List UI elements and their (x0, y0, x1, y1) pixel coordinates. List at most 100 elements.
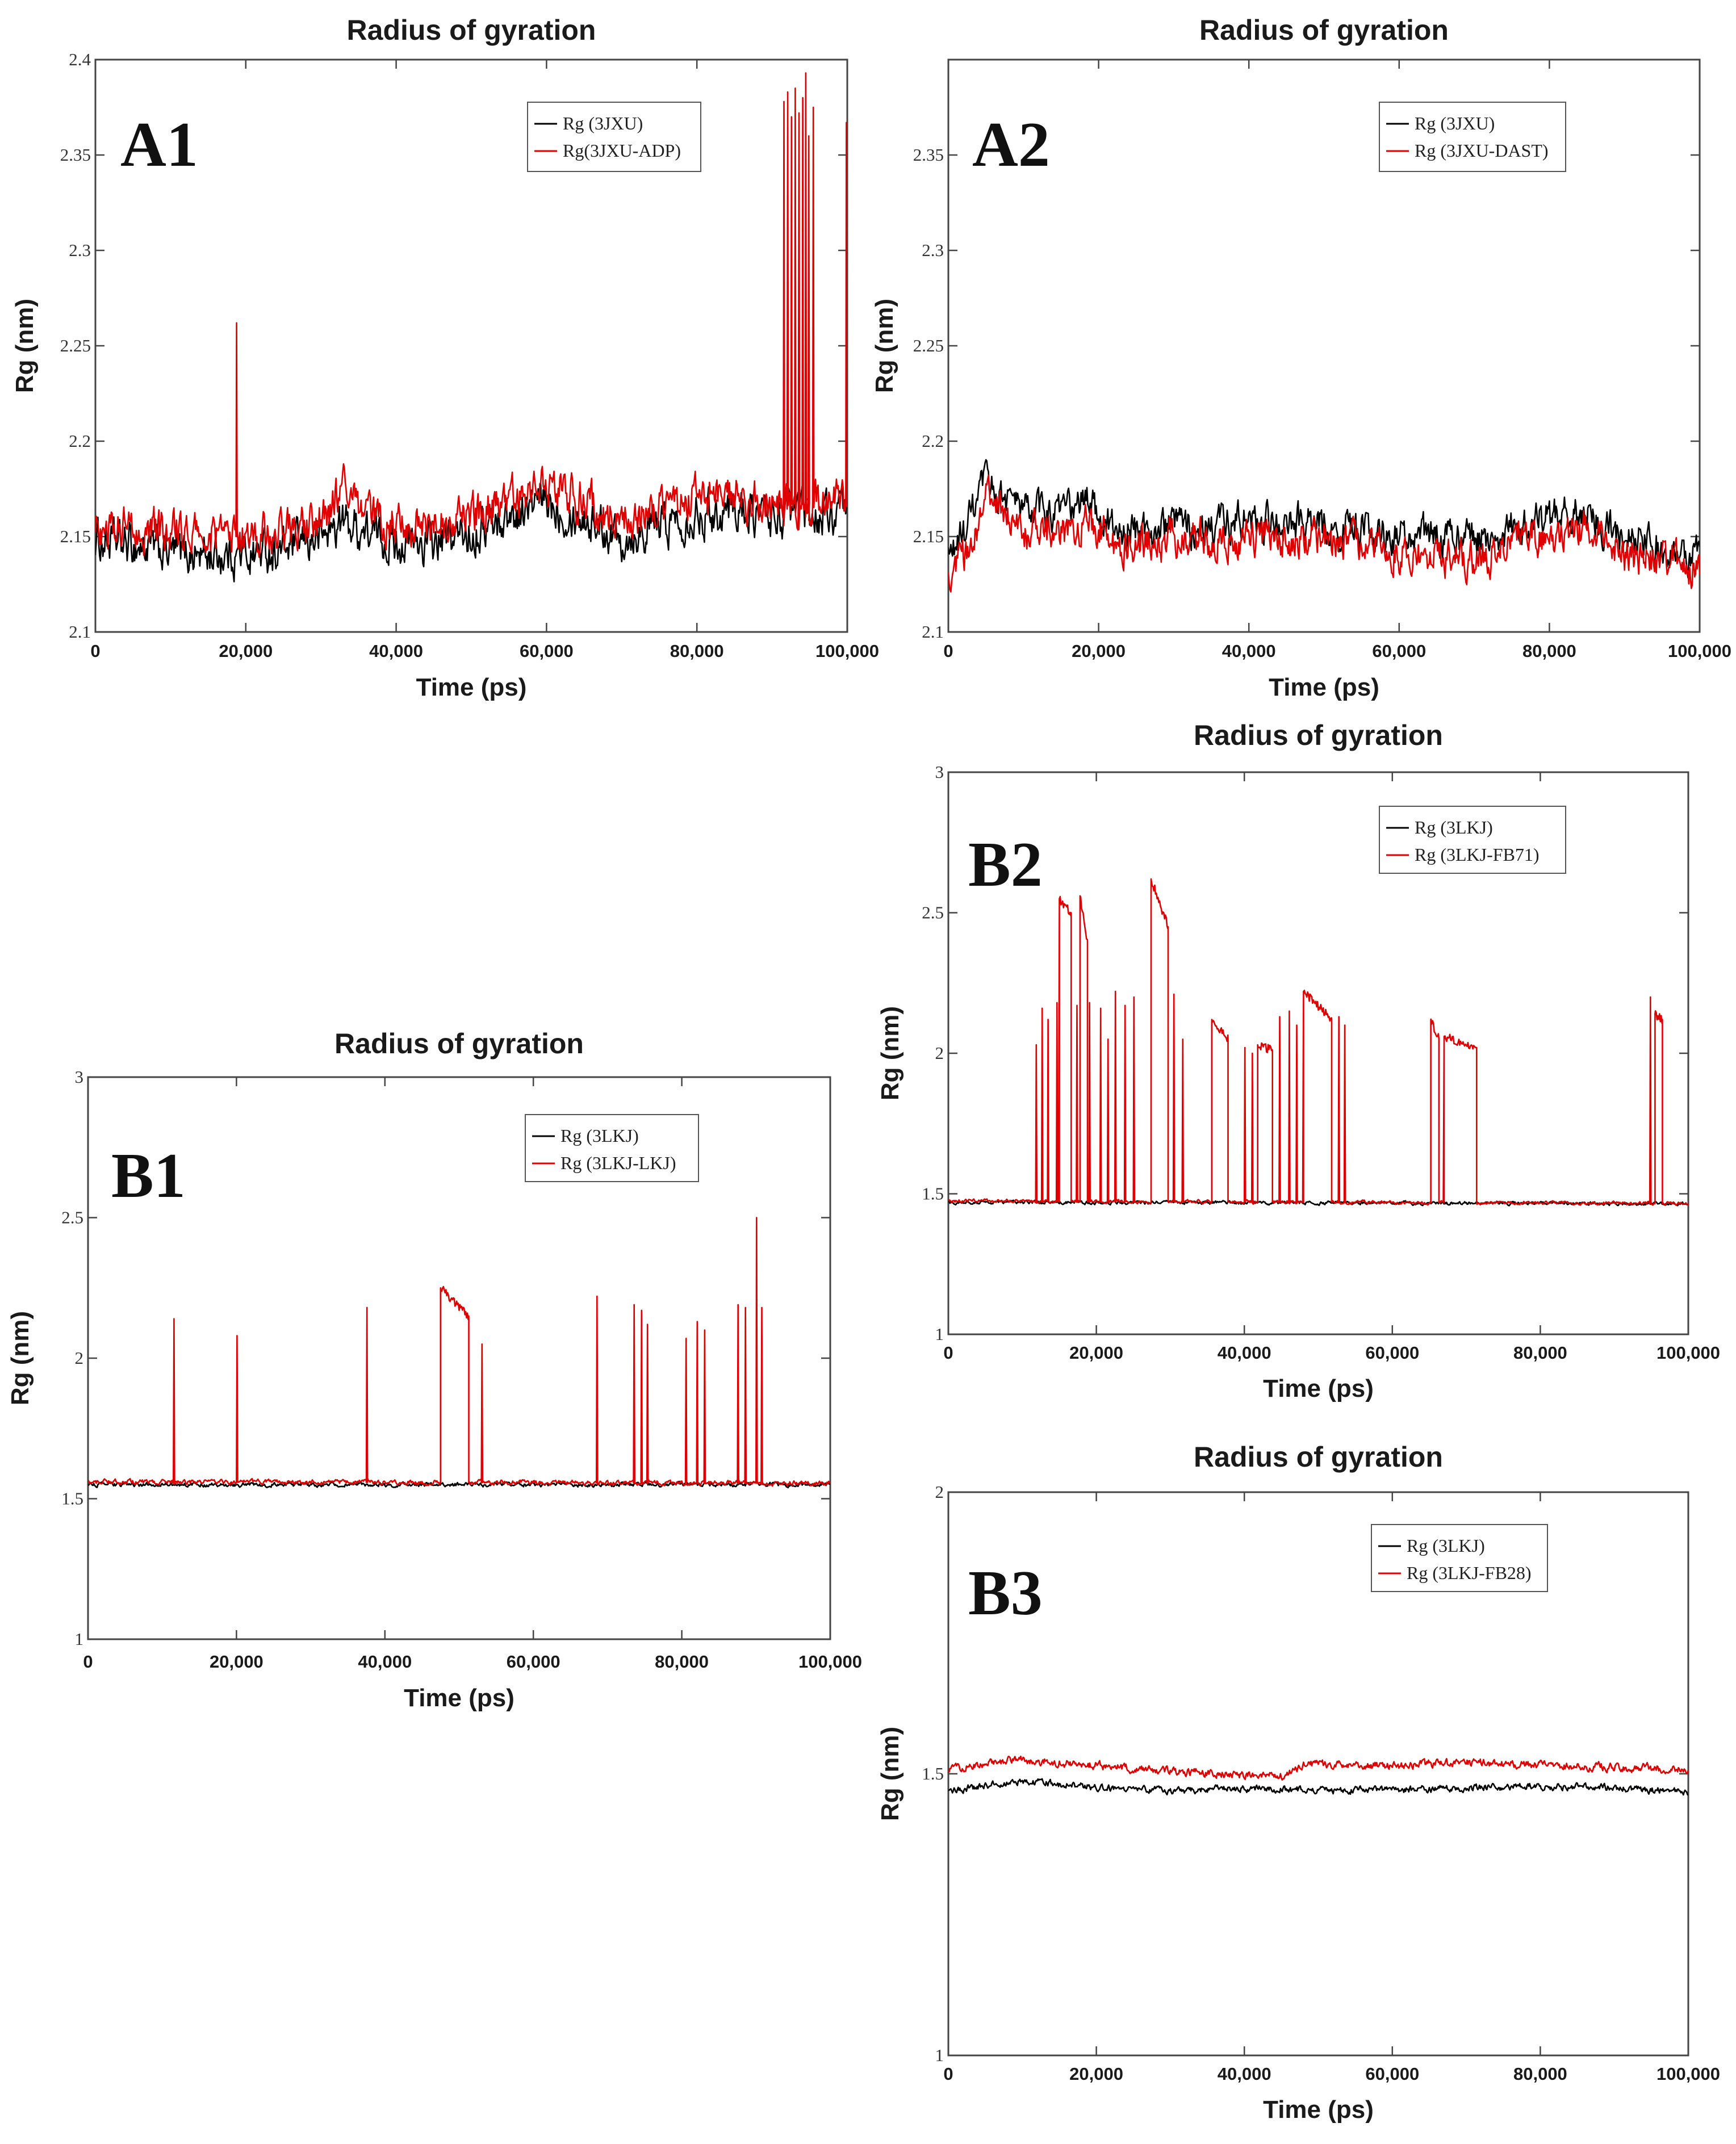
plot-frame (94, 58, 848, 633)
series-line-rg-3lkj-lkj (88, 1217, 830, 1487)
y-tick-label: 2 (75, 1348, 84, 1368)
x-axis-label: Time (ps) (1269, 673, 1379, 701)
series-line-rg-3lkj-fb28 (948, 1755, 1688, 1781)
legend: Rg (3LKJ) Rg (3LKJ-FB71) (1379, 806, 1566, 874)
chart-title: Radius of gyration (1194, 1441, 1443, 1473)
x-tick-label: 0 (943, 641, 953, 661)
y-tick-label: 2.3 (922, 240, 944, 260)
x-tick-label: 40,000 (1218, 1343, 1271, 1363)
y-tick-label: 2.5 (61, 1208, 83, 1228)
plot-area (948, 459, 1700, 593)
x-tick-label: 80,000 (655, 1652, 709, 1672)
plot-frame (947, 1491, 1689, 2057)
series-line-rg-3jxu-dast (948, 475, 1700, 593)
y-axis-label: Rg (nm) (11, 299, 39, 393)
y-tick-label: 1.5 (922, 1764, 944, 1783)
y-tick-label: 2.25 (913, 336, 944, 355)
legend: Rg (3JXU) Rg (3JXU-DAST) (1379, 102, 1566, 172)
x-tick-label: 60,000 (507, 1652, 560, 1672)
y-axis-label: Rg (nm) (6, 1311, 34, 1405)
y-tick-label: 2.5 (922, 903, 944, 923)
legend: Rg (3LKJ) Rg (3LKJ-FB28) (1371, 1524, 1548, 1592)
y-tick-label: 2.2 (922, 431, 944, 451)
chart-panel-a2: Radius of gyration 2.1 2.15 2.2 2.25 2.3 2.35 0… (871, 14, 1731, 701)
plot-area (948, 1755, 1688, 1796)
y-tick-label: 3 (75, 1067, 84, 1087)
x-tick-label: 20,000 (219, 641, 273, 661)
y-tick-label: 2 (935, 1482, 944, 1502)
y-tick-label: 2.35 (913, 145, 944, 165)
y-axis-label: Rg (nm) (876, 1006, 904, 1100)
chart-title: Radius of gyration (347, 14, 596, 46)
x-tick-label: 100,000 (798, 1652, 862, 1672)
x-tick-label: 60,000 (520, 641, 574, 661)
legend-entry: Rg (3JXU) (1415, 113, 1495, 133)
plot-area (948, 878, 1688, 1207)
x-tick-label: 20,000 (1072, 641, 1126, 661)
legend-entry: Rg (3JXU) (563, 113, 643, 133)
x-tick-label: 60,000 (1365, 1343, 1419, 1363)
x-axis-label: Time (ps) (1263, 1375, 1374, 1402)
legend-box (1371, 1524, 1548, 1592)
panel-label: B1 (111, 1141, 186, 1211)
legend: Rg (3LKJ) Rg (3LKJ-LKJ) (525, 1114, 699, 1182)
plot-area (88, 1217, 830, 1489)
x-tick-label: 100,000 (1668, 641, 1731, 661)
x-axis-label: Time (ps) (404, 1684, 514, 1712)
series-line-rg-3lkj (948, 1778, 1688, 1796)
plot-area (95, 72, 847, 583)
x-tick-label: 100,000 (1656, 2064, 1720, 2084)
x-axis-label: Time (ps) (416, 673, 527, 701)
plot-frame (87, 1076, 831, 1640)
x-tick-label: 80,000 (1513, 1343, 1567, 1363)
x-tick-label: 0 (83, 1652, 93, 1672)
y-tick-label: 2.25 (60, 336, 91, 355)
chart-title: Radius of gyration (334, 1028, 584, 1060)
x-tick-label: 80,000 (1522, 641, 1576, 661)
series-line-rg-3jxu-adp (95, 72, 847, 558)
y-tick-label: 2 (935, 1043, 944, 1063)
legend: Rg (3JXU) Rg(3JXU-ADP) (527, 102, 701, 172)
series-line-rg-3lkj-fb71 (948, 878, 1688, 1206)
x-tick-label: 20,000 (1069, 2064, 1123, 2084)
x-tick-label: 0 (943, 1343, 953, 1363)
y-tick-label: 2.3 (69, 240, 91, 260)
y-tick-label: 2.1 (922, 622, 944, 642)
y-tick-label: 1 (935, 1324, 944, 1344)
x-tick-label: 100,000 (1656, 1343, 1720, 1363)
legend-box (1379, 102, 1566, 172)
legend-box (527, 102, 701, 172)
y-tick-label: 1.5 (61, 1489, 83, 1509)
chart-panel-b3: Radius of gyration 1 1.5 2 0 20,000 40,000 60,0… (876, 1441, 1720, 2124)
legend-box (1379, 806, 1566, 874)
x-tick-label: 80,000 (670, 641, 724, 661)
x-tick-label: 0 (90, 641, 100, 661)
legend-entry: Rg (3LKJ-LKJ) (560, 1153, 676, 1173)
chart-title: Radius of gyration (1199, 14, 1449, 46)
x-tick-label: 60,000 (1372, 641, 1426, 661)
x-tick-label: 20,000 (210, 1652, 263, 1672)
x-axis-label: Time (ps) (1263, 2096, 1374, 2124)
panel-label: B2 (968, 830, 1043, 900)
y-tick-label: 2.2 (69, 431, 91, 451)
x-tick-label: 80,000 (1513, 2064, 1567, 2084)
chart-panel-a1: Radius of gyration 2.1 2.15 2.2 2.25 2.3 2.35 2… (11, 14, 879, 701)
panel-label: A1 (120, 110, 198, 180)
y-tick-label: 2.1 (69, 622, 91, 642)
y-tick-label: 1 (935, 2045, 944, 2065)
legend-entry: Rg (3LKJ) (1415, 817, 1493, 838)
y-tick-label: 2.15 (60, 526, 91, 546)
legend-entry: Rg(3JXU-ADP) (563, 140, 681, 161)
panel-label: B3 (968, 1558, 1043, 1628)
chart-panel-b1: Radius of gyration 1 1.5 2 2.5 3 0 20,000 40,000… (6, 1028, 862, 1712)
legend-entry: Rg (3LKJ-FB28) (1407, 1563, 1532, 1583)
y-axis-label: Rg (nm) (876, 1727, 904, 1821)
x-tick-label: 0 (943, 2064, 953, 2084)
legend-entry: Rg (3LKJ) (560, 1125, 639, 1146)
chart-panel-b2: Radius of gyration 1 1.5 2 2.5 3 0 20,000 40,000… (876, 719, 1720, 1402)
legend-box (525, 1114, 699, 1182)
plot-frame (947, 58, 1701, 633)
x-tick-label: 40,000 (358, 1652, 412, 1672)
series-line-rg-3jxu (95, 483, 847, 583)
